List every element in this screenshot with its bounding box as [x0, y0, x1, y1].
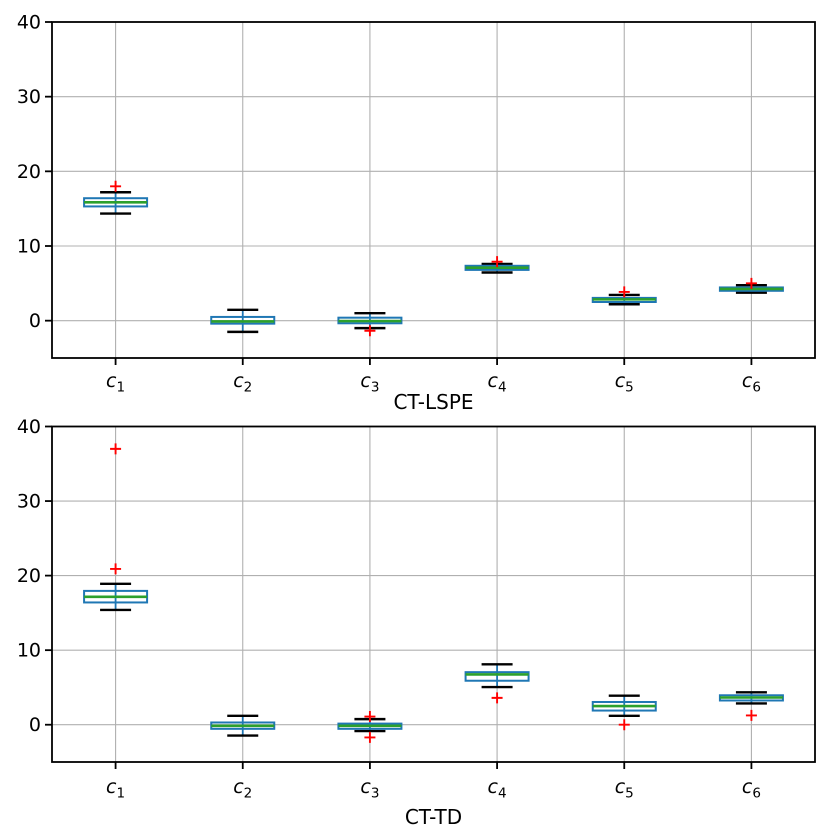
y-tick-label: 20: [17, 161, 41, 183]
flier-marker: [364, 325, 376, 337]
plot-border: [51, 21, 816, 359]
boxplot-c4: [464, 663, 530, 704]
boxplot-c3: [337, 312, 403, 337]
x-tick-label: c1: [106, 776, 125, 802]
grid: [52, 21, 815, 358]
boxplot-svg-ct-td: 0 10 20 30 40 c1 c2 c3 c4 c5 c6 CT-TD: [17, 419, 816, 829]
grid: [52, 425, 815, 762]
x-tick-label: c5: [615, 776, 634, 802]
boxplot-c6: [718, 277, 784, 294]
flier-marker: [110, 563, 122, 575]
flier-marker: [110, 180, 122, 192]
y-tick-label: 0: [29, 310, 41, 332]
x-tick-label: c4: [488, 370, 507, 396]
x-tick-label: c3: [360, 776, 379, 802]
y-tick-label: 10: [17, 236, 41, 258]
x-tick-label: c2: [233, 370, 252, 396]
flier-marker: [491, 256, 503, 268]
boxplot-c1: [83, 180, 149, 215]
boxplot-c6: [718, 691, 784, 721]
x-tick-label: c3: [360, 370, 379, 396]
boxplot-c4: [464, 256, 530, 274]
chart-ct-lspe: 0 10 20 30 40 c1 c2 c3 c4 c5 c6 CT-LSPE: [17, 12, 816, 414]
boxplot-c5: [591, 694, 657, 731]
y-tick-label: 40: [17, 419, 41, 438]
flier-marker: [491, 692, 503, 704]
boxplot-svg-ct-lspe: 0 10 20 30 40 c1 c2 c3 c4 c5 c6 CT-LSPE: [17, 12, 816, 414]
boxplot-c3: [337, 711, 403, 743]
flier-marker: [618, 719, 630, 731]
x-tick-label: c2: [233, 776, 252, 802]
plot-border: [51, 425, 816, 763]
xlabel-ct-td: CT-TD: [405, 805, 462, 829]
flier-marker: [618, 286, 630, 298]
x-tick-label: c4: [488, 776, 507, 802]
y-tick-label: 40: [17, 12, 41, 34]
boxplot-c2: [210, 714, 276, 737]
y-tick-label: 0: [29, 714, 41, 736]
flier-marker: [745, 709, 757, 721]
iqr-box: [464, 671, 530, 682]
xlabel-ct-lspe: CT-LSPE: [393, 390, 473, 414]
y-tick-label: 30: [17, 491, 41, 513]
y-tick-label: 30: [17, 86, 41, 108]
flier-marker: [745, 277, 757, 289]
boxplot-c2: [210, 308, 276, 334]
x-tick-label: c6: [742, 776, 761, 802]
boxplot-c5: [591, 286, 657, 306]
flier-marker: [364, 711, 376, 723]
flier-marker: [364, 731, 376, 743]
y-tick-label: 20: [17, 565, 41, 587]
chart-ct-td: 0 10 20 30 40 c1 c2 c3 c4 c5 c6 CT-TD: [0, 419, 830, 838]
boxplot-c1: [83, 443, 149, 612]
flier-marker: [110, 443, 122, 455]
x-tick-label: c1: [106, 370, 125, 396]
x-tick-label: c5: [615, 370, 634, 396]
y-tick-label: 10: [17, 640, 41, 662]
x-tick-label: c6: [742, 370, 761, 396]
